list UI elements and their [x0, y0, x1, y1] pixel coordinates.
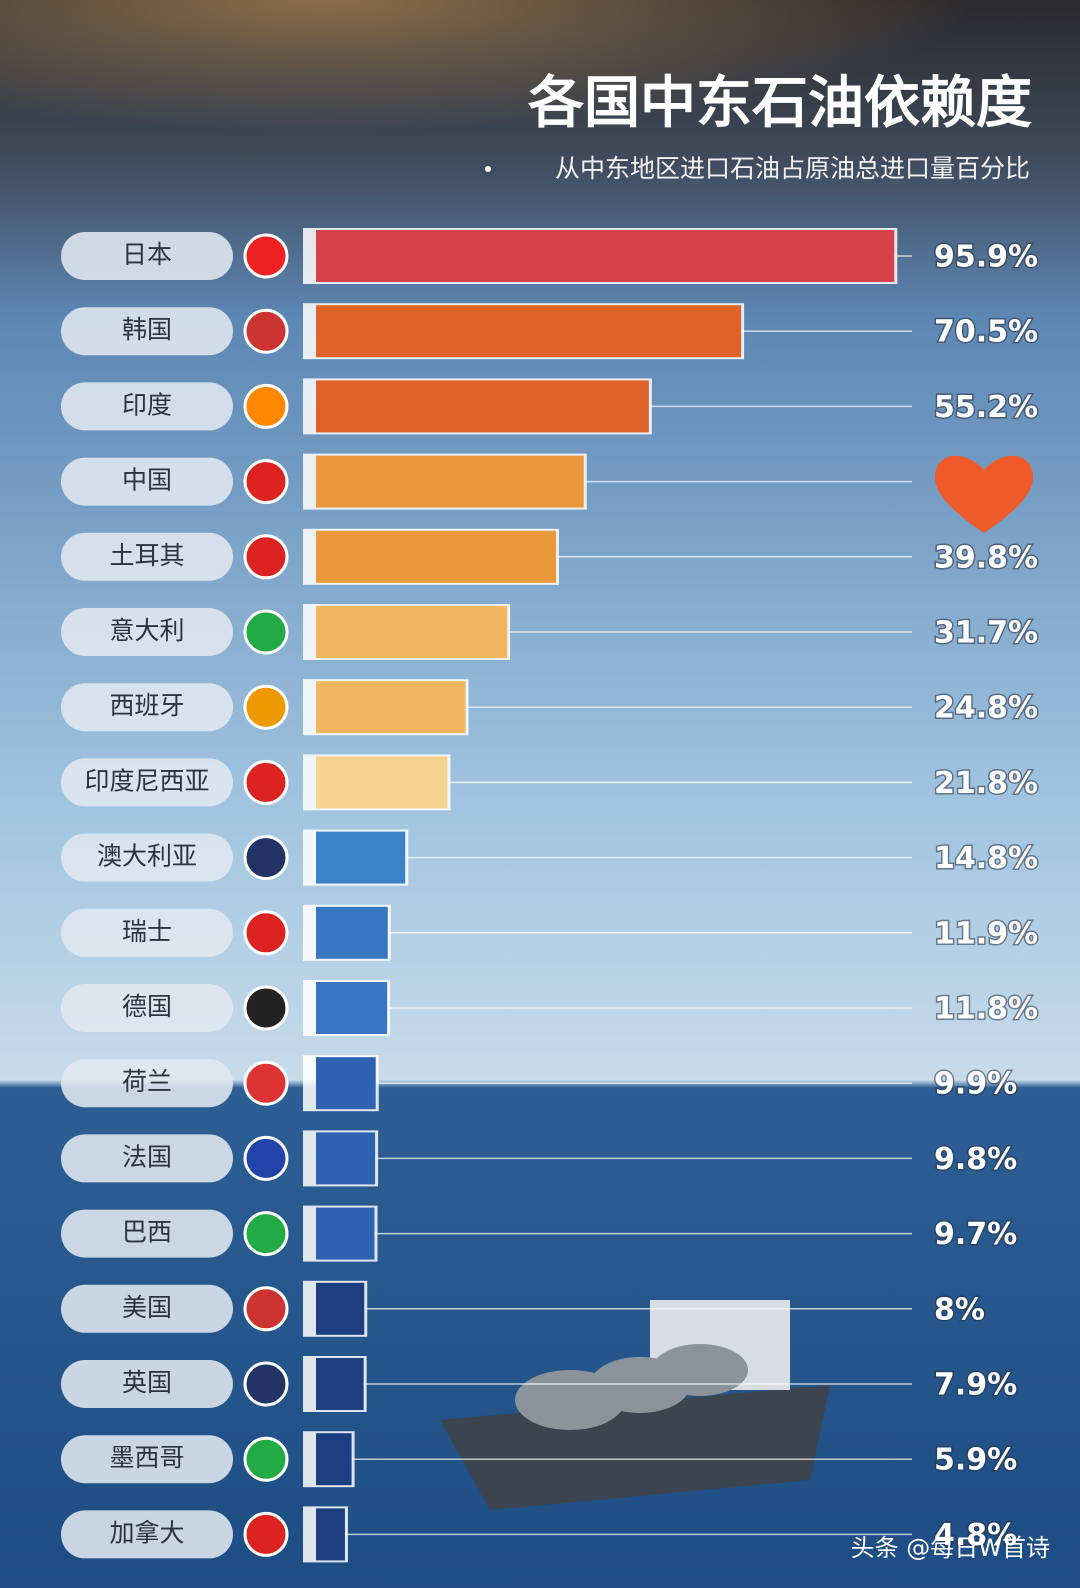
value-label: 11.9%: [934, 916, 1038, 951]
flag: [243, 308, 289, 354]
category-label: 澳大利亚: [97, 842, 197, 871]
flag: [243, 609, 289, 655]
category-label: 瑞士: [122, 917, 172, 946]
flag: [243, 1286, 289, 1332]
category-label: 墨西哥: [109, 1443, 184, 1472]
category-label: 中国: [122, 466, 172, 495]
bar: [316, 1057, 376, 1110]
flag: [243, 910, 289, 956]
ship: [440, 1300, 830, 1510]
bar: [316, 380, 649, 433]
category-pill: [61, 307, 233, 356]
value-label: 9.9%: [934, 1067, 1017, 1102]
category-pill: [61, 683, 233, 732]
bar: [316, 982, 388, 1034]
watermark: 头条 @每日W首诗: [851, 1534, 1050, 1562]
category-pill: [61, 1209, 233, 1258]
bar: [316, 455, 584, 508]
category-label: 印度: [122, 390, 172, 419]
flag: [243, 383, 289, 429]
category-pill: [61, 532, 233, 581]
flag: [243, 1361, 289, 1407]
category-pill: [61, 758, 233, 807]
bar: [316, 1207, 375, 1260]
category-label: 西班牙: [109, 691, 184, 720]
flag: [243, 759, 289, 805]
category-label: 日本: [122, 240, 172, 269]
category-pill: [61, 608, 233, 656]
category-pill: [61, 1360, 233, 1408]
category-label: 土耳其: [109, 541, 184, 570]
chart-title: 各国中东石油依赖度: [528, 71, 1032, 136]
flag: [243, 1436, 289, 1482]
flag: [243, 1211, 289, 1257]
bar: [316, 681, 466, 734]
value-label: 8%: [934, 1292, 985, 1327]
category-label: 韩国: [122, 315, 172, 344]
value-label: 55.2%: [934, 390, 1038, 425]
flag: [243, 459, 289, 505]
oil-splash: [0, 0, 1080, 220]
category-label: 英国: [122, 1368, 172, 1397]
value-label: 5.9%: [934, 1443, 1017, 1478]
category-pill: [61, 984, 233, 1032]
category-pill: [61, 232, 233, 280]
category-pill: [61, 1059, 233, 1108]
category-pill: [61, 382, 233, 431]
category-label: 法国: [122, 1142, 172, 1171]
value-label: 21.8%: [934, 766, 1038, 801]
flag: [243, 534, 289, 580]
bar: [316, 906, 388, 959]
bullet: [485, 166, 491, 172]
flag: [243, 1511, 289, 1557]
category-label: 巴西: [122, 1218, 172, 1247]
value-label: 95.9%: [934, 240, 1038, 275]
category-pill: [61, 457, 233, 506]
category-label: 意大利: [109, 616, 184, 645]
bar: [316, 1132, 376, 1185]
value-label: 4.8%: [934, 1518, 1017, 1553]
flag: [243, 985, 289, 1031]
bar: [316, 1358, 364, 1410]
bar: [316, 1282, 365, 1335]
category-pill: [61, 1510, 233, 1559]
flag: [243, 1135, 289, 1181]
category-label: 德国: [122, 992, 172, 1021]
flag: [243, 684, 289, 730]
value-label: 70.5%: [934, 315, 1038, 350]
bar: [316, 1508, 345, 1561]
flag: [243, 1060, 289, 1106]
value-label: 31.7%: [934, 616, 1038, 651]
value-label: 9.7%: [934, 1217, 1017, 1252]
bar: [316, 831, 406, 884]
value-label: 14.8%: [934, 841, 1038, 876]
category-pill: [61, 908, 233, 957]
value-label: 11.8%: [934, 992, 1038, 1027]
value-label: 39.8%: [934, 540, 1038, 575]
heart-sticker: [934, 455, 1034, 533]
bar: [316, 756, 448, 809]
bar: [316, 1433, 352, 1486]
category-label: 美国: [122, 1293, 172, 1322]
value-label: 9.8%: [934, 1142, 1017, 1177]
category-pill: [61, 1435, 233, 1484]
category-pill: [61, 1284, 233, 1333]
category-label: 加拿大: [109, 1518, 184, 1547]
value-label: 7.9%: [934, 1368, 1017, 1403]
flag: [243, 233, 289, 279]
bar: [316, 606, 508, 658]
category-label: 荷兰: [122, 1067, 172, 1096]
value-label: 24.8%: [934, 691, 1038, 726]
bar: [316, 305, 742, 358]
flag: [243, 835, 289, 881]
chart-subtitle: 从中东地区进口石油占原油总进口量百分比: [555, 154, 1030, 183]
bar: [316, 530, 556, 583]
category-pill: [61, 1134, 233, 1183]
bar: [316, 230, 895, 282]
category-pill: [61, 833, 233, 882]
category-label: 印度尼西亚: [84, 766, 209, 795]
